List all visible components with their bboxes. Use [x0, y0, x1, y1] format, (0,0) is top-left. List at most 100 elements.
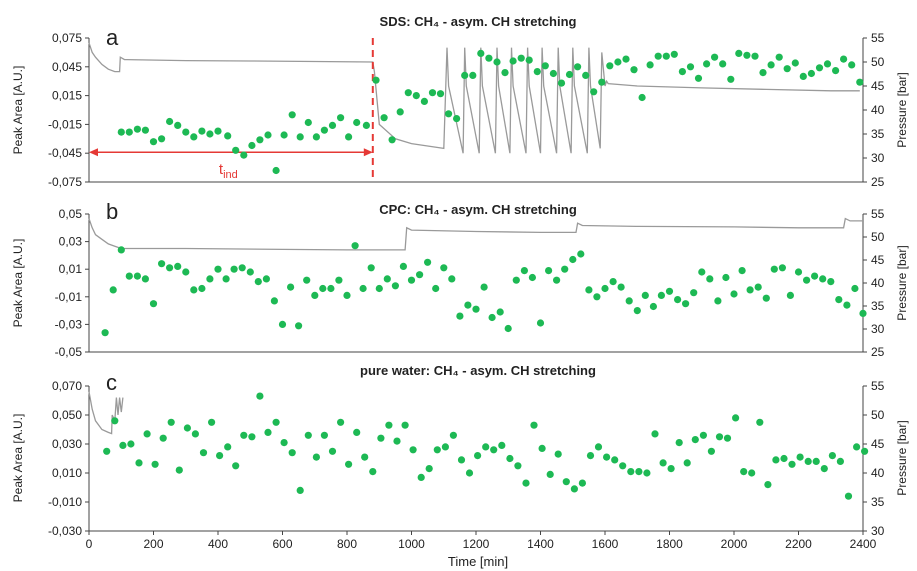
- data-point: [345, 460, 353, 468]
- data-point: [288, 111, 296, 119]
- data-point: [746, 286, 754, 294]
- data-point: [541, 62, 549, 70]
- data-point: [767, 61, 775, 69]
- data-point: [723, 434, 732, 442]
- y2-tick-label: 35: [871, 495, 885, 509]
- data-point: [819, 275, 827, 283]
- data-point: [457, 456, 466, 464]
- data-point: [109, 286, 117, 294]
- data-point: [240, 151, 248, 159]
- y2-tick-label: 40: [871, 103, 885, 117]
- panel-title: SDS: CH₄ - asym. CH stretching: [380, 14, 577, 29]
- data-point: [166, 117, 174, 126]
- y2-tick-label: 35: [871, 299, 885, 313]
- data-point: [611, 456, 619, 464]
- data-point: [288, 449, 296, 457]
- data-point: [796, 453, 804, 461]
- data-point: [690, 289, 698, 297]
- tind-label: tind: [219, 161, 238, 181]
- data-point: [740, 468, 748, 476]
- data-point: [312, 453, 320, 461]
- data-point: [732, 414, 740, 422]
- data-point: [375, 284, 383, 293]
- data-point: [686, 63, 695, 71]
- data-point: [811, 272, 819, 280]
- y2-tick-label: 55: [871, 379, 885, 393]
- data-point: [238, 264, 246, 272]
- data-point: [778, 264, 787, 272]
- data-point: [775, 53, 783, 61]
- data-point: [715, 433, 724, 441]
- data-point: [682, 300, 690, 308]
- data-point: [327, 284, 335, 293]
- data-point: [812, 457, 820, 465]
- data-point: [791, 59, 799, 67]
- data-point: [361, 453, 369, 461]
- data-point: [296, 486, 304, 494]
- y2-tick-label: 25: [871, 175, 885, 189]
- data-point: [448, 275, 456, 283]
- data-point: [836, 457, 845, 465]
- y2-axis-label: Pressure [bar]: [895, 245, 909, 320]
- data-point: [498, 441, 506, 449]
- y2-axis-label: Pressure [bar]: [895, 72, 909, 147]
- data-point: [135, 459, 143, 467]
- data-point: [598, 78, 606, 86]
- data-point: [617, 283, 625, 291]
- y2-tick-label: 45: [871, 437, 885, 451]
- data-point: [578, 479, 587, 487]
- data-point: [603, 453, 611, 461]
- data-point: [304, 118, 312, 127]
- data-point: [545, 267, 553, 275]
- data-point: [756, 418, 764, 426]
- data-point: [264, 131, 272, 139]
- panel-letter: c: [106, 370, 117, 395]
- y-tick-label: 0,03: [59, 235, 83, 249]
- data-point: [472, 305, 480, 313]
- data-point: [214, 127, 222, 135]
- x-tick-label: 1000: [398, 537, 425, 551]
- data-point: [149, 300, 158, 308]
- data-point: [182, 128, 190, 136]
- data-point: [141, 275, 149, 283]
- data-point: [569, 255, 577, 264]
- panel-title: CPC: CH₄ - asym. CH stretching: [379, 202, 577, 217]
- data-point: [256, 136, 264, 144]
- data-point: [198, 284, 206, 293]
- x-tick-label: 1800: [656, 537, 683, 551]
- data-point: [861, 447, 869, 455]
- data-point: [404, 89, 412, 97]
- data-point: [246, 268, 254, 276]
- data-point: [562, 478, 570, 486]
- x-tick-label: 2000: [721, 537, 748, 551]
- data-point: [574, 63, 582, 71]
- data-point: [256, 392, 264, 400]
- data-point: [312, 133, 320, 141]
- data-point: [554, 450, 562, 458]
- data-point: [780, 454, 788, 463]
- data-point: [585, 286, 593, 294]
- data-point: [835, 296, 843, 304]
- data-point: [633, 307, 641, 315]
- data-point: [407, 276, 416, 284]
- data-point: [391, 282, 399, 290]
- data-point: [199, 449, 208, 457]
- data-point: [117, 128, 125, 136]
- data-point: [619, 462, 627, 470]
- data-point: [601, 284, 609, 293]
- data-point: [625, 297, 633, 305]
- data-point: [662, 52, 670, 60]
- data-point: [224, 443, 232, 451]
- data-point: [770, 265, 778, 273]
- data-point: [675, 439, 683, 447]
- data-point: [823, 60, 832, 68]
- data-point: [614, 58, 622, 66]
- data-point: [270, 297, 278, 305]
- data-point: [485, 54, 493, 62]
- panel-title: pure water: CH₄ - asym. CH stretching: [360, 363, 596, 378]
- data-point: [657, 291, 666, 299]
- data-point: [133, 125, 141, 133]
- data-point: [694, 74, 703, 82]
- data-point: [433, 446, 441, 454]
